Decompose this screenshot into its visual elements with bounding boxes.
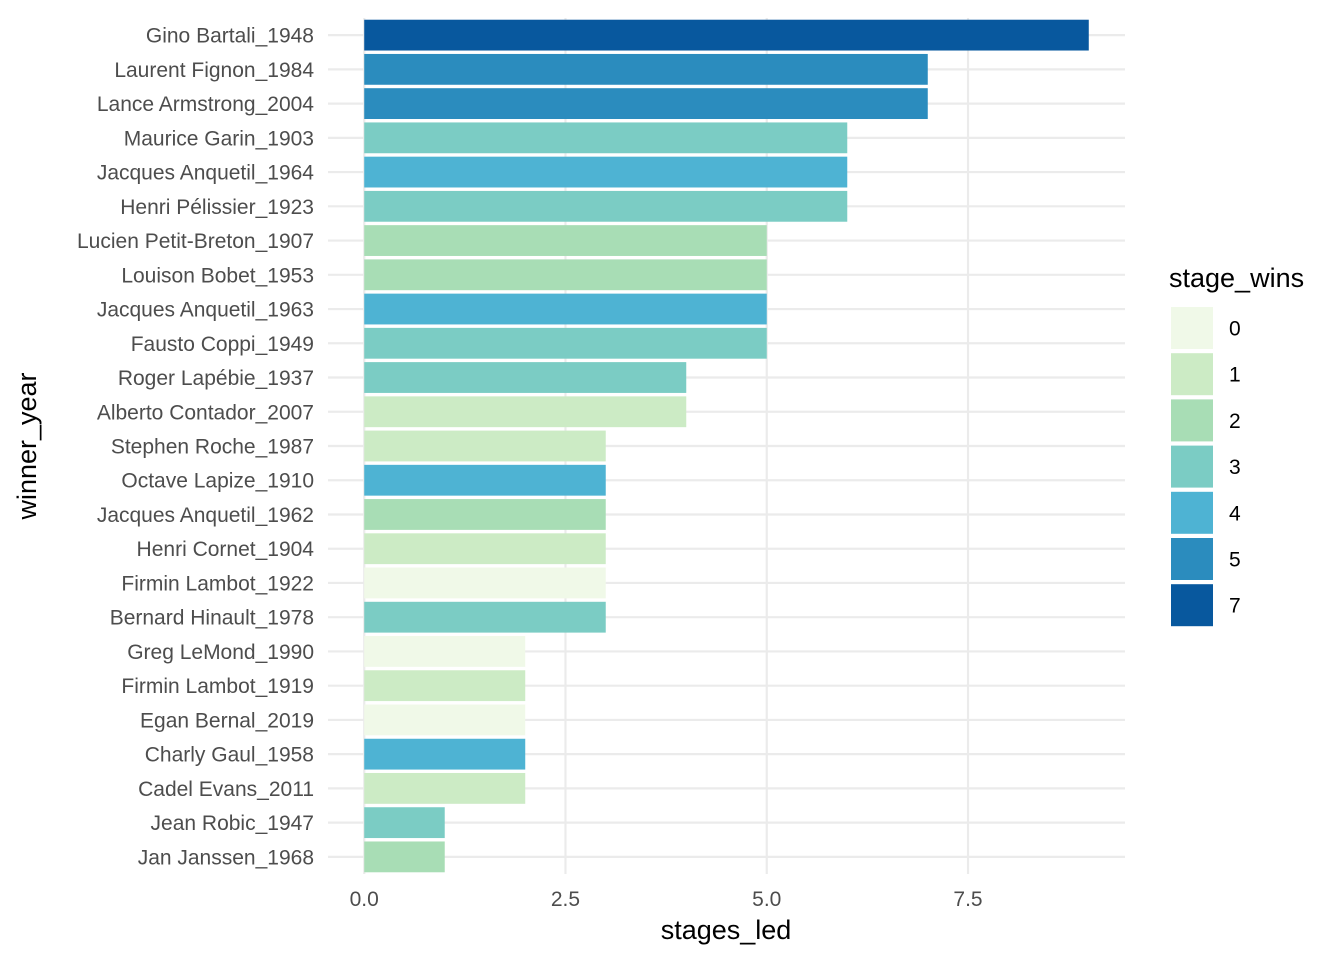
bar [364,362,687,393]
y-tick-label: Lance Armstrong_2004 [97,93,314,116]
legend-key [1171,445,1213,488]
legend-label: 1 [1229,364,1241,387]
bar [364,807,445,839]
bar [364,670,526,702]
y-tick-label: Jacques Anquetil_1962 [97,504,314,527]
legend-label: 7 [1229,595,1241,618]
bar [364,430,606,462]
x-axis-title: stages_led [661,915,792,945]
y-tick-label: Lucien Petit-Breton_1907 [77,230,314,253]
y-tick-label: Jan Janssen_1968 [138,846,314,869]
legend-key [1171,307,1213,349]
bar [364,464,606,496]
y-tick-label: Roger Lapébie_1937 [118,367,314,390]
bar [364,88,928,120]
legend-key [1171,399,1213,442]
y-tick-label: Cadel Evans_2011 [138,778,314,801]
bar [364,259,767,291]
bar [364,772,526,804]
bar [364,327,767,359]
y-tick-labels: Gino Bartali_1948 Laurent Fignon_1984 Lanc… [77,25,314,870]
bar [364,225,767,256]
bar [364,704,526,736]
bar [364,841,445,873]
x-tick-label: 7.5 [953,888,982,911]
y-tick-label: Bernard Hinault_1978 [110,607,314,630]
bar [364,533,606,565]
bar [364,499,606,530]
bar [364,53,928,85]
legend-label: 2 [1229,410,1241,433]
legend-label: 3 [1229,456,1241,479]
bar [364,19,1089,51]
y-tick-label: Maurice Garin_1903 [124,127,314,150]
y-axis-title: winner_year [12,372,42,520]
y-tick-label: Octave Lapize_1910 [121,470,314,493]
legend-key [1171,353,1213,396]
legend-label: 5 [1229,549,1241,572]
legend-key [1171,584,1213,627]
y-tick-label: Henri Pélissier_1923 [120,196,314,219]
bar [364,396,687,428]
y-tick-label: Louison Bobet_1953 [121,264,314,287]
y-tick-label: Greg LeMond_1990 [127,641,314,664]
x-tick-label: 5.0 [752,888,781,911]
bar [364,636,526,667]
y-tick-label: Henri Cornet_1904 [137,538,315,561]
bar [364,156,848,188]
bar [364,122,848,154]
y-tick-label: Alberto Contador_2007 [97,401,314,424]
y-tick-label: Jacques Anquetil_1964 [97,162,314,185]
y-tick-label: Firmin Lambot_1919 [121,675,314,698]
bars [364,19,1089,873]
y-tick-label: Egan Bernal_2019 [140,709,314,732]
legend-label: 4 [1229,502,1241,525]
bar [364,567,606,599]
y-tick-label: Jacques Anquetil_1963 [97,299,314,322]
x-tick-labels: 0.0 2.5 5.0 7.5 [350,888,983,911]
y-tick-label: Charly Gaul_1958 [145,744,314,767]
legend-label: 0 [1229,318,1241,341]
x-tick-label: 2.5 [551,888,580,911]
legend: stage_wins 0 1 2 3 4 5 7 [1169,263,1304,627]
bar [364,190,848,222]
y-tick-label: Stephen Roche_1987 [111,436,314,459]
legend-key [1171,491,1213,534]
legend-key [1171,538,1213,580]
y-tick-label: Gino Bartali_1948 [146,25,314,48]
legend-title: stage_wins [1169,263,1304,293]
bar [364,293,767,325]
bar [364,738,526,770]
y-tick-label: Fausto Coppi_1949 [131,333,314,356]
bar [364,601,606,633]
y-tick-label: Jean Robic_1947 [151,812,314,835]
y-tick-label: Firmin Lambot_1922 [121,572,314,595]
x-tick-label: 0.0 [350,888,379,911]
y-tick-label: Laurent Fignon_1984 [114,59,314,82]
